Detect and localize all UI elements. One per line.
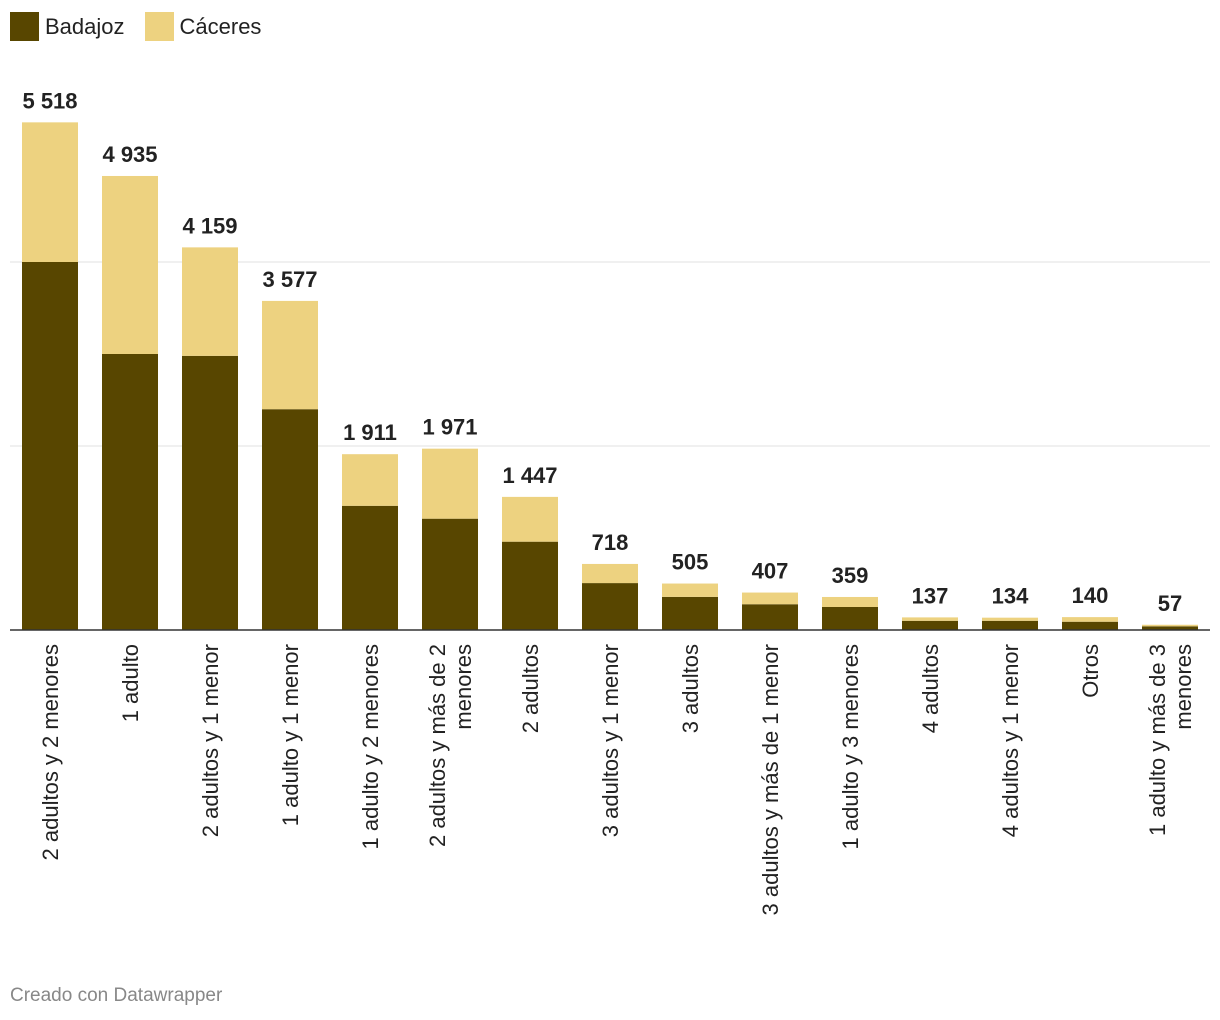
- value-label: 4 935: [102, 142, 157, 167]
- value-label: 1 911: [343, 420, 397, 445]
- category-label: Otros: [1078, 644, 1103, 698]
- category-label: 1 adulto y 3 menores: [838, 644, 863, 849]
- value-label: 140: [1072, 583, 1109, 608]
- bar-caceres: [342, 454, 398, 506]
- bar-caceres: [182, 247, 238, 356]
- bar-caceres: [582, 563, 638, 584]
- legend-label-badajoz: Badajoz: [45, 13, 125, 39]
- category-label: 3 adultos y 1 menor: [598, 644, 623, 837]
- category-label: 1 adulto y 1 menor: [278, 644, 303, 826]
- value-label: 718: [592, 530, 629, 555]
- value-label: 4 159: [182, 213, 237, 238]
- bar-badajoz: [822, 607, 878, 630]
- category-label: menores: [451, 644, 476, 730]
- category-label: 2 adultos: [518, 644, 543, 733]
- bar-caceres: [1142, 624, 1198, 627]
- value-label: 505: [672, 550, 709, 575]
- category-label: 1 adulto y 2 menores: [358, 644, 383, 849]
- bar-badajoz: [1062, 621, 1118, 630]
- legend-swatch-badajoz: [10, 12, 39, 41]
- bar-caceres: [662, 583, 718, 597]
- category-label: 2 adultos y 2 menores: [38, 644, 63, 860]
- value-label: 134: [992, 584, 1029, 609]
- bar-caceres: [742, 592, 798, 605]
- bar-caceres: [902, 617, 958, 621]
- legend-item-badajoz: Badajoz: [10, 12, 125, 41]
- bar-caceres: [822, 596, 878, 607]
- footer-credit: Creado con Datawrapper: [10, 985, 223, 1006]
- value-label: 5 518: [22, 88, 77, 113]
- category-label: 3 adultos: [678, 644, 703, 733]
- bar-badajoz: [1142, 626, 1198, 630]
- value-label: 137: [912, 583, 949, 608]
- bar-badajoz: [342, 505, 398, 630]
- category-label: 1 adulto y más de 3: [1145, 644, 1170, 836]
- value-label: 1 447: [502, 463, 557, 488]
- value-label: 359: [832, 563, 869, 588]
- bar-caceres: [102, 175, 158, 354]
- bar-badajoz: [182, 355, 238, 630]
- category-label: 3 adultos y más de 1 menor: [758, 644, 783, 915]
- bar-badajoz: [582, 583, 638, 630]
- category-label: 1 adulto: [118, 644, 143, 722]
- legend: Badajoz Cáceres: [10, 12, 281, 41]
- bar-badajoz: [22, 262, 78, 630]
- bar-badajoz: [982, 620, 1038, 630]
- bar-badajoz: [742, 604, 798, 630]
- legend-label-caceres: Cáceres: [179, 13, 262, 39]
- bar-badajoz: [502, 541, 558, 630]
- category-label: 4 adultos: [918, 644, 943, 733]
- bar-caceres: [982, 617, 1038, 621]
- value-label: 57: [1158, 591, 1182, 616]
- legend-swatch-caceres: [144, 12, 174, 41]
- bar-caceres: [22, 122, 78, 263]
- bar-caceres: [262, 300, 318, 410]
- bar-badajoz: [102, 354, 158, 630]
- value-label: 3 577: [262, 267, 317, 292]
- category-label: 2 adultos y 1 menor: [198, 644, 223, 837]
- bar-caceres: [422, 448, 478, 519]
- category-label: menores: [1171, 644, 1196, 730]
- value-label: 407: [752, 559, 789, 584]
- legend-item-caceres: Cáceres: [144, 12, 262, 41]
- category-label: 2 adultos y más de 2: [425, 644, 450, 847]
- category-label: 4 adultos y 1 menor: [998, 644, 1023, 837]
- value-label: 1 971: [422, 415, 477, 440]
- bar-badajoz: [422, 518, 478, 630]
- bar-badajoz: [662, 596, 718, 630]
- bar-badajoz: [902, 620, 958, 630]
- bar-badajoz: [262, 409, 318, 630]
- bar-caceres: [502, 496, 558, 542]
- bar-caceres: [1062, 617, 1118, 622]
